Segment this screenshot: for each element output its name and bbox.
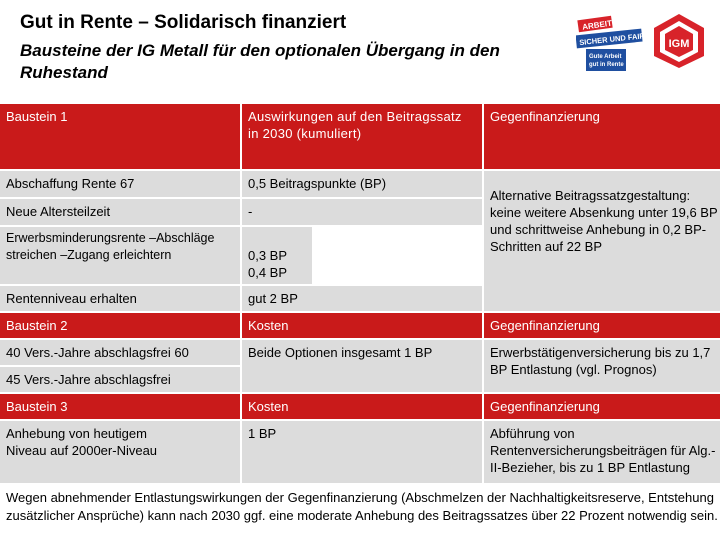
table-row-name: Erwerbsminderungsrente –Abschläge streic… xyxy=(0,227,240,284)
table-row-name: Rentenniveau erhalten xyxy=(0,286,240,311)
baustein2-financing-header: Gegenfinanzierung xyxy=(484,313,720,338)
table-row-name: 40 Vers.-Jahre abschlagsfrei 60 xyxy=(0,340,240,365)
baustein3-cost: 1 BP xyxy=(242,421,482,483)
table-row-name: Abschaffung Rente 67 xyxy=(0,171,240,197)
baustein1-effect-header: Auswirkungen auf den Beitragssatz in 203… xyxy=(242,104,482,169)
baustein3-financing: Abführung von Rentenversicherungsbeiträg… xyxy=(484,421,720,483)
bausteine-table: Baustein 1 Auswirkungen auf den Beitrags… xyxy=(0,104,720,540)
baustein2-financing: Erwerbstätigenversicherung bis zu 1,7 BP… xyxy=(484,340,720,392)
baustein2-cost-header: Kosten xyxy=(242,313,482,338)
footer-note: Wegen abnehmender Entlastungswirkungen d… xyxy=(0,485,720,540)
baustein2-cost: Beide Optionen insgesamt 1 BP xyxy=(242,340,482,392)
baustein3-financing-header: Gegenfinanzierung xyxy=(484,394,720,419)
baustein1-financing: Alternative Beitragssatzgestaltung: kein… xyxy=(484,171,720,311)
baustein1-financing-header: Gegenfinanzierung xyxy=(484,104,720,169)
ig-metall-logo: IGM xyxy=(654,14,704,68)
baustein3-cost-header: Kosten xyxy=(242,394,482,419)
table-row-effect: gut 2 BP xyxy=(242,286,482,311)
table-row-name: Anhebung von heutigem Niveau auf 2000er-… xyxy=(0,421,240,483)
table-row-effect: 0,5 Beitragspunkte (BP) xyxy=(242,171,482,197)
baustein1-header: Baustein 1 xyxy=(0,104,240,169)
table-row-effect: 0,3 BP 0,4 BP xyxy=(242,227,312,284)
svg-text:Gute Arbeit: Gute Arbeit xyxy=(589,54,621,60)
arbeit-sicher-fair-logo: ARBEIT SICHER UND FAIR! Gute Arbeit gut … xyxy=(576,15,644,71)
table-row-name: Neue Altersteilzeit xyxy=(0,199,240,225)
baustein3-header: Baustein 3 xyxy=(0,394,240,419)
page-title: Gut in Rente – Solidarisch finanziert xyxy=(20,12,347,33)
svg-text:IGM: IGM xyxy=(669,38,690,50)
svg-text:gut in Rente: gut in Rente xyxy=(589,62,624,68)
table-row-effect: - xyxy=(242,199,482,225)
table-row-name: 45 Vers.-Jahre abschlagsfrei xyxy=(0,367,240,392)
svg-text:ARBEIT: ARBEIT xyxy=(582,19,613,32)
page-subtitle: Bausteine der IG Metall für den optional… xyxy=(20,41,500,82)
baustein2-header: Baustein 2 xyxy=(0,313,240,338)
